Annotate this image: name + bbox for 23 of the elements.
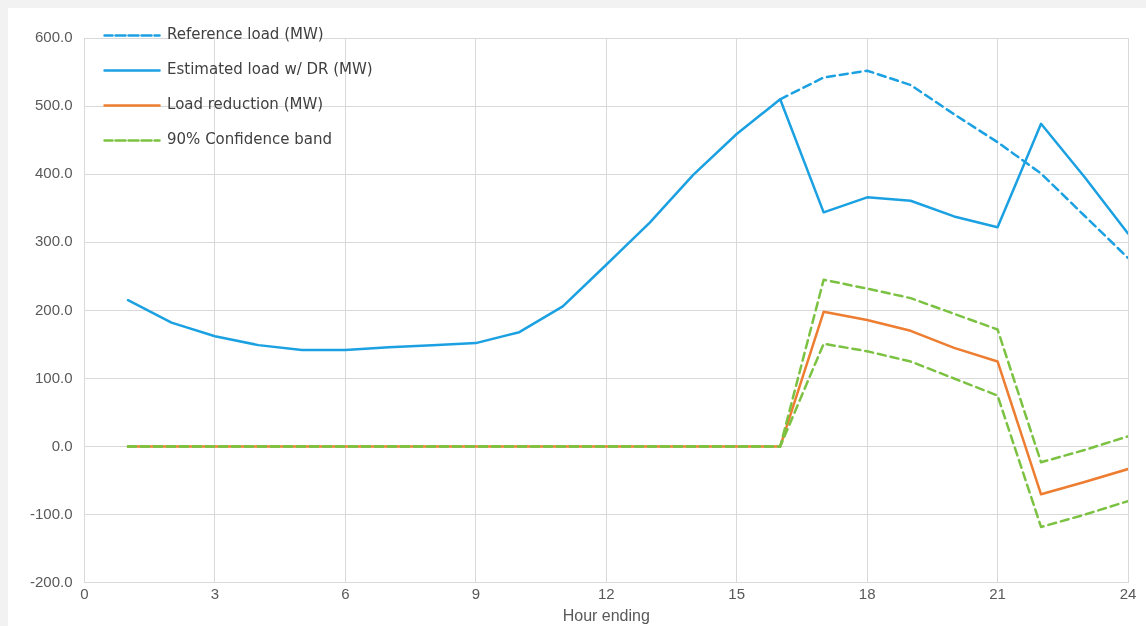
x-tick-label: 15: [728, 584, 746, 602]
x-tick-label: 18: [858, 584, 876, 602]
y-tick-label: 100.0: [34, 368, 73, 386]
y-tick-label: 600.0: [34, 28, 73, 46]
x-tick-label: 12: [597, 584, 615, 602]
x-tick-label: 3: [210, 584, 220, 602]
x-tick-label: 6: [341, 584, 350, 602]
y-tick-label: -200.0: [29, 572, 73, 590]
legend-label: Load reduction (MW): [167, 95, 324, 114]
y-tick-label: 200.0: [34, 300, 73, 318]
y-tick-label: 400.0: [34, 164, 73, 182]
legend-label: 90% Confidence band: [167, 130, 332, 149]
y-tick-label: 0.0: [51, 436, 73, 454]
x-axis-title: Hour ending: [562, 606, 650, 624]
y-tick-label: 300.0: [34, 232, 73, 250]
x-tick-label: 0: [80, 584, 89, 602]
y-tick-label: -100.0: [29, 504, 73, 522]
x-tick-label: 21: [989, 584, 1006, 602]
legend-label: Estimated load w/ DR (MW): [167, 60, 373, 79]
x-tick-label: 9: [471, 584, 480, 602]
legend-label: Reference load (MW): [167, 25, 324, 44]
y-tick-label: 500.0: [34, 96, 73, 114]
x-tick-label: 24: [1119, 584, 1137, 602]
